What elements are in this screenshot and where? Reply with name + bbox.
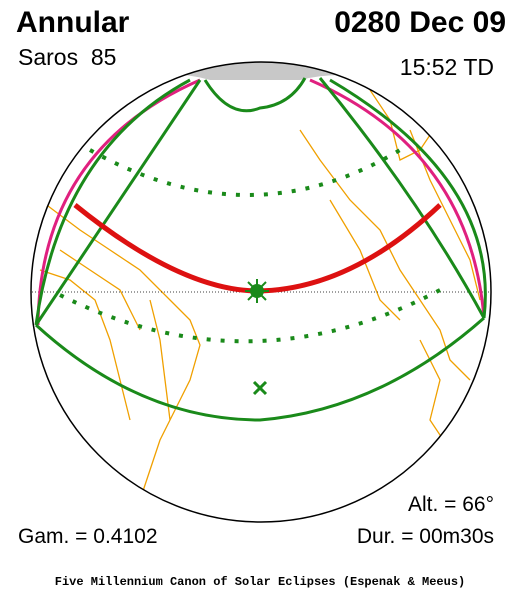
- globe-outline: [30, 61, 492, 523]
- gamma: Gam. = 0.4102: [18, 525, 158, 548]
- penumbral-limits: [36, 78, 486, 326]
- duration: Dur. = 00m30s: [356, 525, 494, 548]
- eclipse-type: Annular: [16, 6, 130, 39]
- credit: Five Millennium Canon of Solar Eclipses …: [54, 575, 466, 589]
- eclipse-limits: [34, 77, 487, 422]
- saros: Saros 85: [18, 44, 117, 70]
- altitude: Alt. = 66°: [407, 493, 494, 516]
- sub-solar-point: [252, 380, 268, 396]
- greatest-eclipse: [245, 279, 269, 303]
- time: 15:52 TD: [399, 54, 494, 80]
- eclipse-date: 0280 Dec 09: [334, 6, 506, 39]
- globe-content: [31, 62, 491, 501]
- contact-curves: [59, 148, 441, 344]
